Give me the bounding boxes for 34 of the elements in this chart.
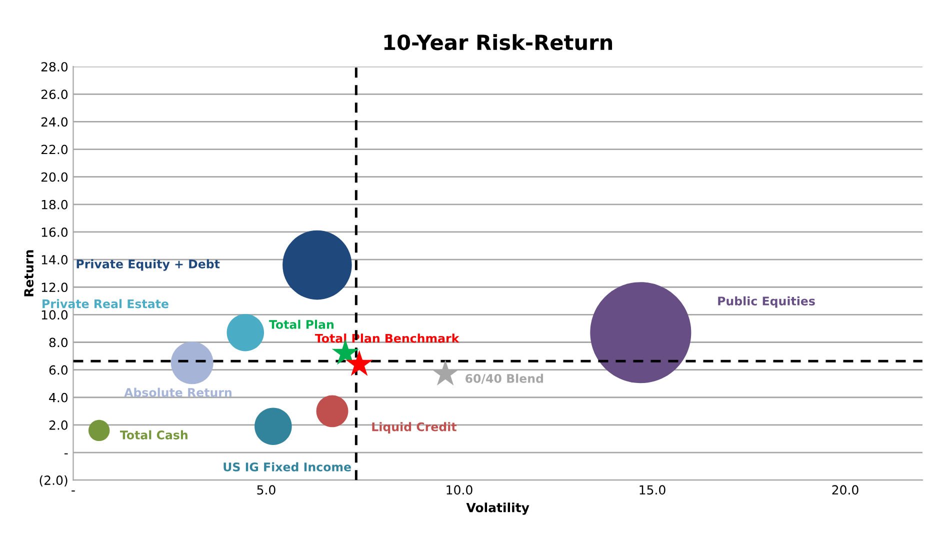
x-tick-label: 5.0 [257, 485, 276, 495]
y-tick-label: 14.0 [42, 255, 68, 264]
text: Private Real Estate [42, 299, 168, 308]
y-tick-label: 6.0 [49, 365, 68, 375]
y-tick-label: 2.0 [49, 420, 68, 430]
y-tick-label: 18.0 [42, 200, 68, 210]
y-tick-label: - [64, 453, 68, 454]
series-label: 60/40 Blend [466, 374, 543, 384]
series-label: Total Cash [120, 430, 188, 440]
y-tick-label: 28.0 [41, 62, 68, 72]
y-tick-label: 8.0 [49, 338, 68, 348]
y-tick-label: 10.0 [42, 310, 68, 320]
y-tick-label: 16.0 [42, 227, 68, 237]
series-label: Absolute Return [124, 388, 232, 397]
x-tick-label: 15.0 [640, 485, 666, 495]
y-tick-label: 20.0 [41, 172, 68, 182]
text: US IG Fixed Income [224, 462, 351, 472]
y-tick-label: 26.0 [41, 90, 68, 100]
y-tick-label: 12.0 [42, 282, 68, 292]
point [432, 360, 459, 386]
y-tick-label: (2.0) [40, 475, 68, 486]
text: Public Equities [718, 296, 815, 308]
y-tick-label: 4.0 [49, 392, 68, 402]
x-axis-title: Volatility [466, 502, 530, 515]
text: Private Equity + Debt [76, 259, 220, 271]
point [346, 350, 373, 376]
series-label: Total Plan [269, 320, 334, 329]
chart-title: 10-Year Risk-Return [384, 34, 612, 50]
x-tick-label: 20.0 [832, 485, 858, 495]
x-tick-label: 10.0 [446, 485, 472, 495]
y-tick-label: 22.0 [41, 144, 68, 154]
y-axis-title: Return [24, 250, 34, 296]
text: Liquid Credit [372, 422, 457, 434]
y-tick-label: 24.0 [41, 117, 68, 127]
